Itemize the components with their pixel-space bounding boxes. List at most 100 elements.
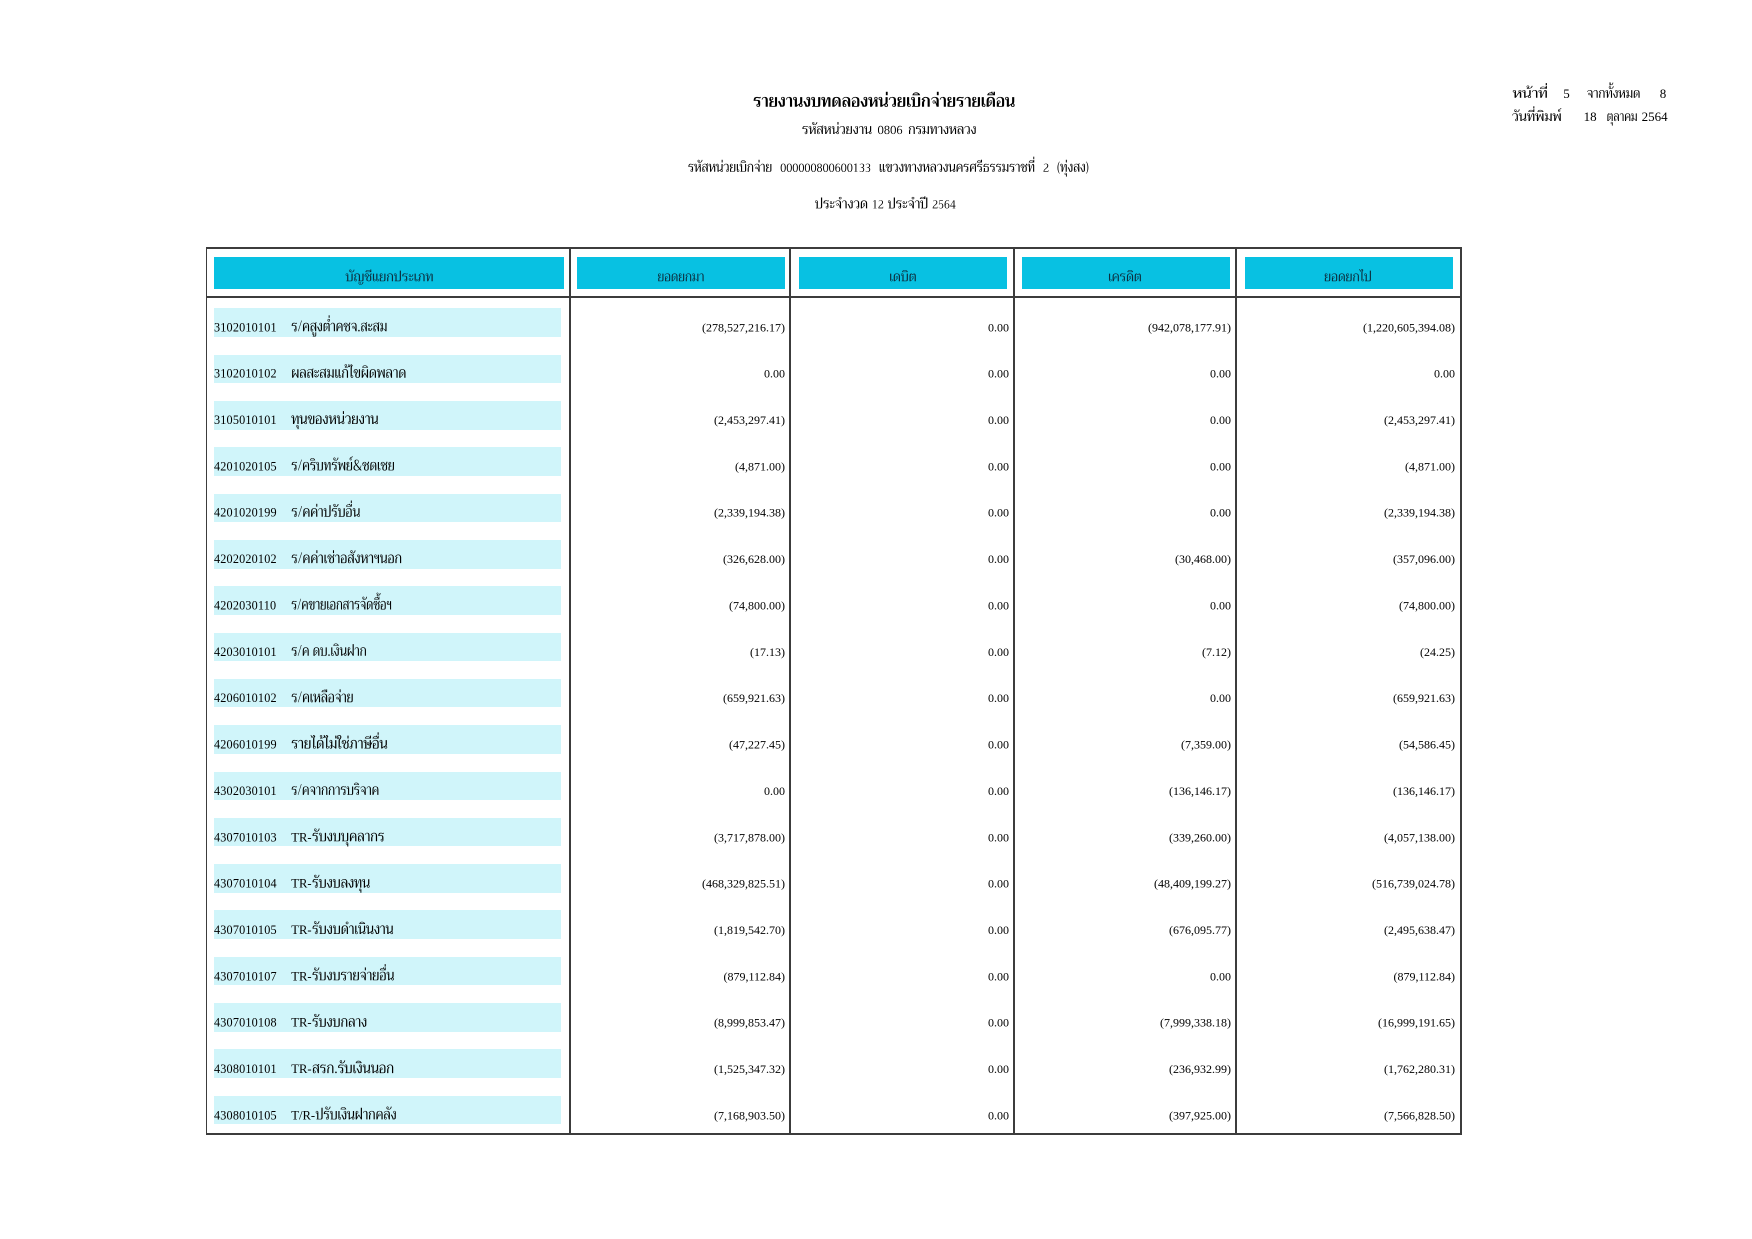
svg-text:0.00: 0.00 [988, 552, 1009, 566]
svg-text:0.00: 0.00 [1210, 413, 1231, 427]
svg-text:0.00: 0.00 [988, 320, 1009, 334]
svg-text:TR-: TR- [291, 969, 311, 983]
svg-text:TR-: TR- [291, 1016, 311, 1030]
svg-text:(74,800.00): (74,800.00) [1399, 599, 1455, 613]
svg-text:(7,999,338.18): (7,999,338.18) [1160, 1016, 1231, 1030]
svg-text:2564: 2564 [1642, 109, 1669, 124]
svg-text:(3,717,878.00): (3,717,878.00) [714, 830, 785, 844]
svg-text:(942,078,177.91): (942,078,177.91) [1148, 320, 1231, 334]
svg-text:4206010199: 4206010199 [214, 738, 277, 752]
svg-text:(468,329,825.51): (468,329,825.51) [702, 877, 785, 891]
svg-text:8: 8 [1660, 86, 1667, 101]
svg-text:0.00: 0.00 [988, 367, 1009, 381]
svg-text:0.00: 0.00 [988, 645, 1009, 659]
svg-text:TR-: TR- [291, 1062, 311, 1076]
svg-text:(676,095.77): (676,095.77) [1169, 923, 1231, 937]
svg-text:(339,260.00): (339,260.00) [1169, 830, 1231, 844]
svg-text:0.00: 0.00 [988, 599, 1009, 613]
svg-text:(17.13): (17.13) [750, 645, 785, 659]
svg-text:(397,925.00): (397,925.00) [1169, 1108, 1231, 1122]
svg-text:0.00: 0.00 [988, 459, 1009, 473]
svg-text:TR-: TR- [291, 877, 311, 891]
svg-text:(4,871.00): (4,871.00) [735, 459, 785, 473]
svg-text:4302030101: 4302030101 [214, 784, 277, 798]
svg-text:TR-: TR- [291, 923, 311, 937]
svg-text:0.00: 0.00 [764, 784, 785, 798]
svg-text:(2,453,297.41): (2,453,297.41) [714, 413, 785, 427]
svg-text:3105010101: 3105010101 [214, 413, 277, 427]
svg-text:(1,762,280.31): (1,762,280.31) [1384, 1062, 1455, 1076]
svg-text:0.00: 0.00 [1210, 367, 1231, 381]
svg-text:(47,227.45): (47,227.45) [729, 738, 785, 752]
svg-text:(236,932.99): (236,932.99) [1169, 1062, 1231, 1076]
svg-text:5: 5 [1563, 86, 1570, 101]
svg-text:0.00: 0.00 [1210, 506, 1231, 520]
svg-text:(4,871.00): (4,871.00) [1405, 459, 1455, 473]
svg-text:4307010104: 4307010104 [214, 877, 277, 891]
svg-text:4307010108: 4307010108 [214, 1016, 277, 1030]
svg-text:(2,495,638.47): (2,495,638.47) [1384, 923, 1455, 937]
svg-text:4308010101: 4308010101 [214, 1062, 277, 1076]
svg-text:0.00: 0.00 [1210, 969, 1231, 983]
svg-text:(2,453,297.41): (2,453,297.41) [1384, 413, 1455, 427]
svg-text:4203010101: 4203010101 [214, 645, 277, 659]
svg-text:(7.12): (7.12) [1202, 645, 1231, 659]
svg-text:(1,819,542.70): (1,819,542.70) [714, 923, 785, 937]
svg-text:(326,628.00): (326,628.00) [723, 552, 785, 566]
svg-text:(278,527,216.17): (278,527,216.17) [702, 320, 785, 334]
svg-text:(659,921.63): (659,921.63) [1393, 691, 1455, 705]
svg-text:0.00: 0.00 [1210, 691, 1231, 705]
svg-text:4307010105: 4307010105 [214, 923, 277, 937]
svg-text:4201020105: 4201020105 [214, 459, 277, 473]
svg-text:18: 18 [1584, 109, 1597, 124]
svg-text:0.00: 0.00 [988, 413, 1009, 427]
svg-text:(659,921.63): (659,921.63) [723, 691, 785, 705]
svg-text:(136,146.17): (136,146.17) [1169, 784, 1231, 798]
svg-text:0.00: 0.00 [988, 1108, 1009, 1122]
svg-text:T/R-: T/R- [291, 1108, 315, 1122]
svg-text:(4,057,138.00): (4,057,138.00) [1384, 830, 1455, 844]
svg-text:(2,339,194.38): (2,339,194.38) [1384, 506, 1455, 520]
svg-text:0.00: 0.00 [764, 367, 785, 381]
svg-text:4202020102: 4202020102 [214, 552, 277, 566]
svg-text:4308010105: 4308010105 [214, 1108, 277, 1122]
svg-text:0.00: 0.00 [988, 691, 1009, 705]
svg-text:0.00: 0.00 [988, 969, 1009, 983]
svg-text:4201020199: 4201020199 [214, 506, 277, 520]
svg-text:(8,999,853.47): (8,999,853.47) [714, 1016, 785, 1030]
svg-text:(1,525,347.32): (1,525,347.32) [714, 1062, 785, 1076]
svg-text:(879,112.84): (879,112.84) [723, 969, 785, 983]
svg-text:TR-: TR- [291, 830, 311, 844]
svg-text:(7,168,903.50): (7,168,903.50) [714, 1108, 785, 1122]
svg-text:3102010101: 3102010101 [214, 320, 277, 334]
svg-text:0.00: 0.00 [988, 506, 1009, 520]
svg-text:0.00: 0.00 [988, 784, 1009, 798]
svg-text:(48,409,199.27): (48,409,199.27) [1154, 877, 1231, 891]
svg-text:0.00: 0.00 [988, 830, 1009, 844]
svg-text:0.00: 0.00 [988, 1016, 1009, 1030]
svg-text:(7,359.00): (7,359.00) [1181, 738, 1231, 752]
svg-text:0.00: 0.00 [988, 923, 1009, 937]
svg-text:(30,468.00): (30,468.00) [1175, 552, 1231, 566]
svg-text:(1,220,605,394.08): (1,220,605,394.08) [1363, 320, 1455, 334]
svg-text:(24.25): (24.25) [1420, 645, 1455, 659]
svg-text:0.00: 0.00 [1210, 599, 1231, 613]
svg-text:(879,112.84): (879,112.84) [1393, 969, 1455, 983]
svg-text:(7,566,828.50): (7,566,828.50) [1384, 1108, 1455, 1122]
svg-text:3102010102: 3102010102 [214, 367, 277, 381]
svg-text:(16,999,191.65): (16,999,191.65) [1378, 1016, 1455, 1030]
svg-text:4202030110: 4202030110 [214, 599, 276, 613]
svg-text:0.00: 0.00 [988, 1062, 1009, 1076]
svg-text:(2,339,194.38): (2,339,194.38) [714, 506, 785, 520]
svg-text:4206010102: 4206010102 [214, 691, 277, 705]
svg-text:0.00: 0.00 [1434, 367, 1455, 381]
svg-text:(74,800.00): (74,800.00) [729, 599, 785, 613]
svg-text:4307010103: 4307010103 [214, 830, 277, 844]
svg-text:0.00: 0.00 [988, 877, 1009, 891]
svg-text:4307010107: 4307010107 [214, 969, 277, 983]
svg-text:(54,586.45): (54,586.45) [1399, 738, 1455, 752]
svg-text:0.00: 0.00 [1210, 459, 1231, 473]
svg-text:(516,739,024.78): (516,739,024.78) [1372, 877, 1455, 891]
svg-text:(136,146.17): (136,146.17) [1393, 784, 1455, 798]
svg-text:(357,096.00): (357,096.00) [1393, 552, 1455, 566]
